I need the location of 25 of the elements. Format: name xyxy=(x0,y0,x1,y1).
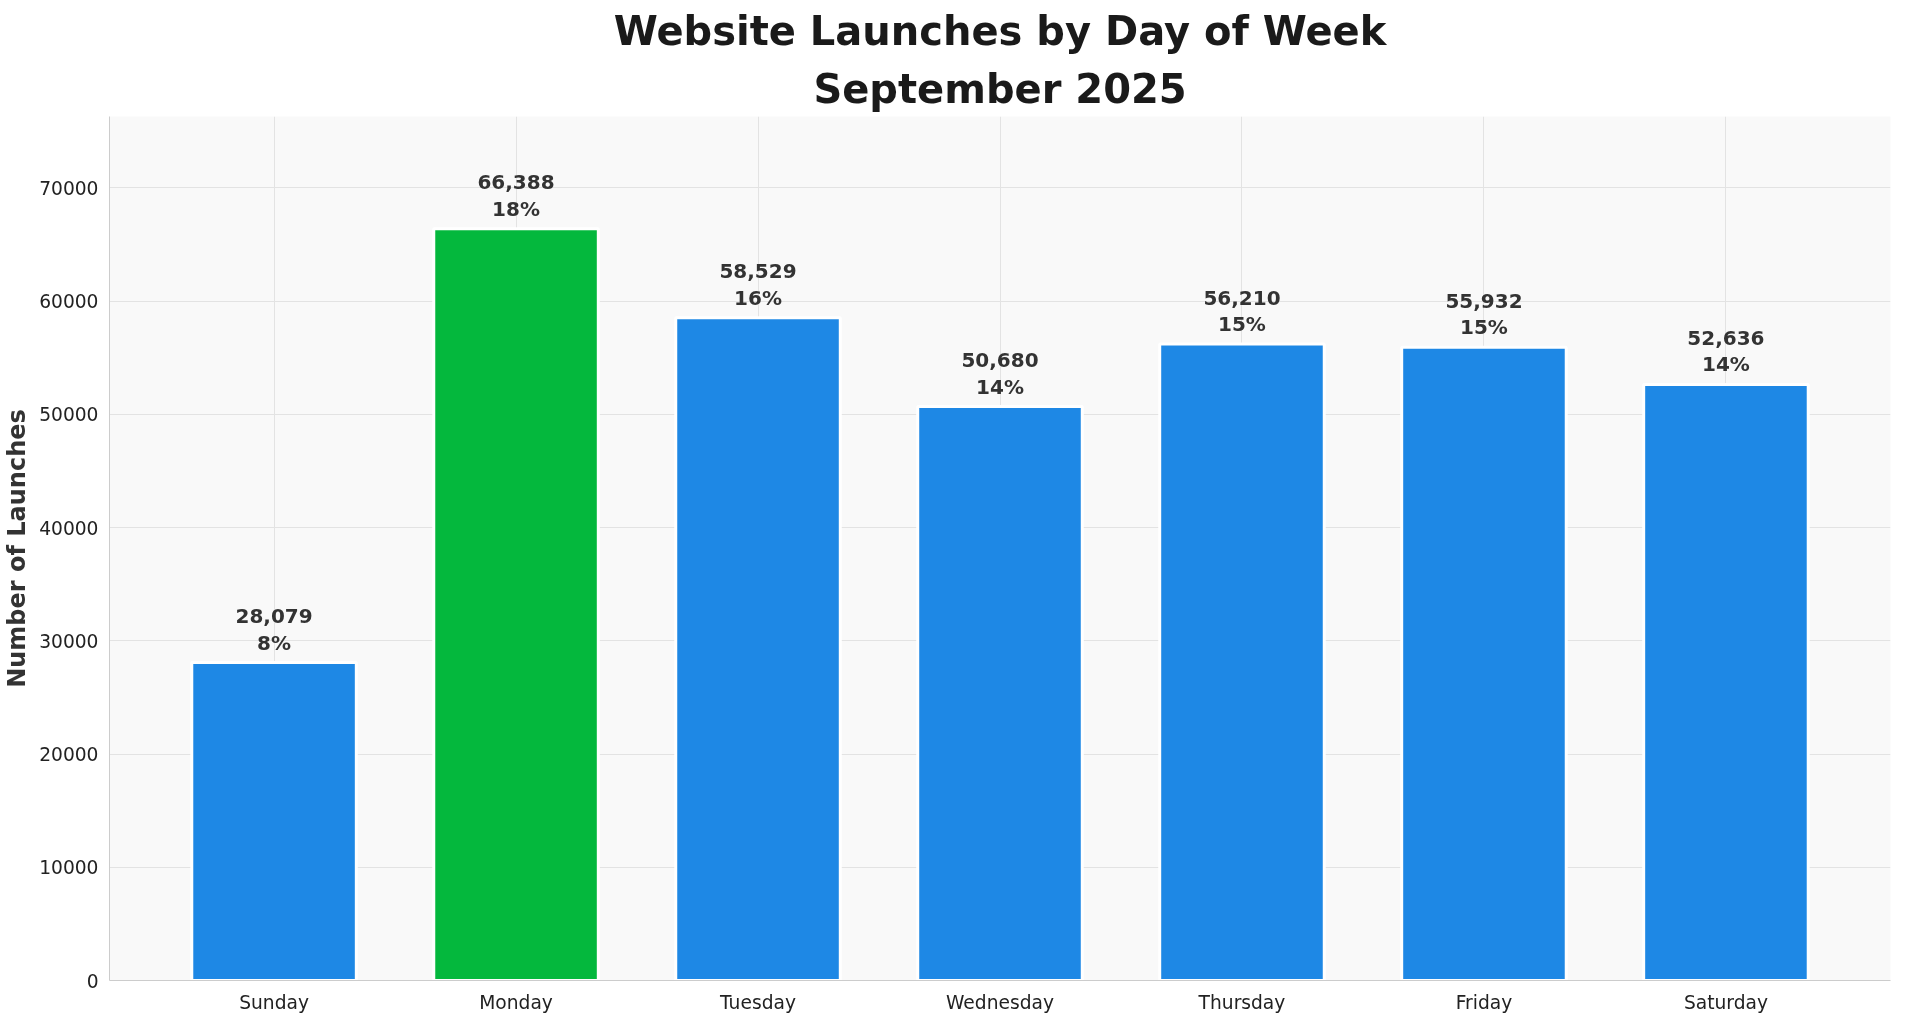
x-tick-label: Saturday xyxy=(1683,991,1768,1013)
y-tick-label: 60000 xyxy=(39,291,99,313)
data-label: 50,680 14% xyxy=(961,348,1039,399)
y-tick-label: 70000 xyxy=(39,177,99,199)
x-tick-label: Wednesday xyxy=(945,991,1055,1013)
y-tick-label: 40000 xyxy=(39,517,99,539)
data-label: 58,529 16% xyxy=(719,259,797,310)
x-tick-label: Monday xyxy=(479,991,553,1013)
data-label: 52,636 14% xyxy=(1687,326,1765,377)
chart-title: Website Launches by Day of Week xyxy=(613,7,1388,54)
y-tick-label: 50000 xyxy=(39,404,99,426)
x-tick-label: Tuesday xyxy=(719,991,796,1013)
x-tick-label: Friday xyxy=(1455,991,1513,1013)
x-tick-label: Thursday xyxy=(1197,991,1286,1013)
chart-subtitle: September 2025 xyxy=(813,65,1187,112)
y-axis-title: Number of Launches xyxy=(3,409,32,688)
y-tick-label: 10000 xyxy=(39,857,99,879)
data-label: 55,932 15% xyxy=(1445,288,1523,340)
data-label: 28,079 8% xyxy=(235,604,313,655)
y-tick-label: 0 xyxy=(86,970,99,992)
y-tick-label: 30000 xyxy=(39,630,99,652)
x-tick-label: Sunday xyxy=(239,991,309,1013)
data-label: 66,388 18% xyxy=(477,170,555,221)
data-label: 56,210 15% xyxy=(1203,285,1281,336)
y-tick-label: 20000 xyxy=(39,744,99,766)
